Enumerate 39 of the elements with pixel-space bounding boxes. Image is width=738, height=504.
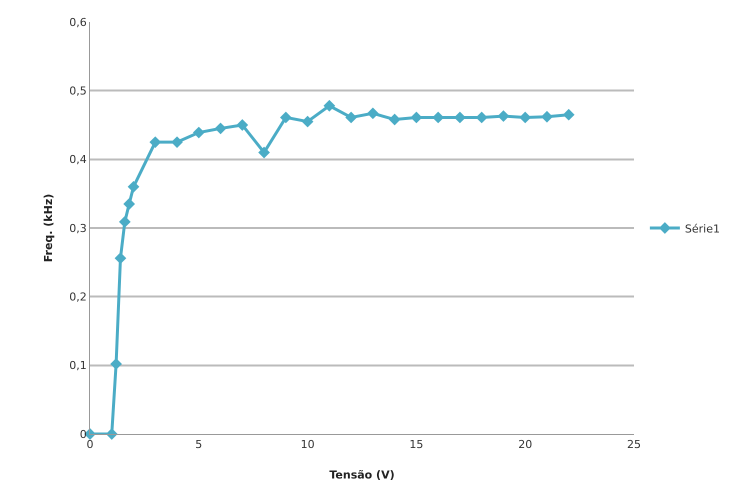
point bbox=[280, 112, 292, 124]
y-tick-label: 0,6 bbox=[69, 16, 87, 29]
point bbox=[410, 112, 422, 124]
point bbox=[345, 112, 357, 124]
x-tick-label: 10 bbox=[300, 438, 315, 452]
y-tick-label: 0,3 bbox=[69, 222, 87, 235]
point bbox=[324, 100, 336, 112]
x-tick-label: 15 bbox=[409, 438, 424, 452]
point bbox=[302, 116, 314, 128]
point bbox=[367, 107, 379, 120]
point bbox=[171, 136, 183, 148]
x-tick-label: 5 bbox=[195, 438, 202, 452]
point bbox=[114, 252, 126, 264]
point bbox=[258, 146, 270, 158]
y-tick-label: 0 bbox=[80, 428, 87, 441]
point bbox=[123, 198, 136, 210]
y-tick-label: 0,2 bbox=[69, 290, 87, 304]
point bbox=[118, 216, 131, 228]
legend-label: Série1 bbox=[684, 222, 720, 236]
point bbox=[149, 136, 162, 148]
y-tick-label: 0,4 bbox=[69, 153, 87, 166]
y-tick-label: 0,1 bbox=[69, 359, 87, 372]
x-tick-label: 20 bbox=[518, 438, 532, 452]
point bbox=[476, 112, 488, 124]
y-axis-title: Freq. (kHz) bbox=[42, 194, 55, 262]
point bbox=[128, 180, 140, 193]
point bbox=[110, 358, 122, 370]
point bbox=[541, 110, 553, 123]
point bbox=[519, 112, 532, 124]
x-tick-label: 25 bbox=[627, 438, 641, 452]
point bbox=[236, 119, 248, 131]
point bbox=[562, 108, 575, 121]
x-axis-title: Tensão (V) bbox=[329, 468, 395, 482]
point bbox=[498, 110, 510, 122]
point bbox=[214, 122, 226, 134]
point bbox=[192, 126, 205, 138]
point bbox=[388, 114, 400, 126]
point bbox=[454, 112, 466, 124]
y-tick-label: 0,5 bbox=[69, 84, 87, 98]
